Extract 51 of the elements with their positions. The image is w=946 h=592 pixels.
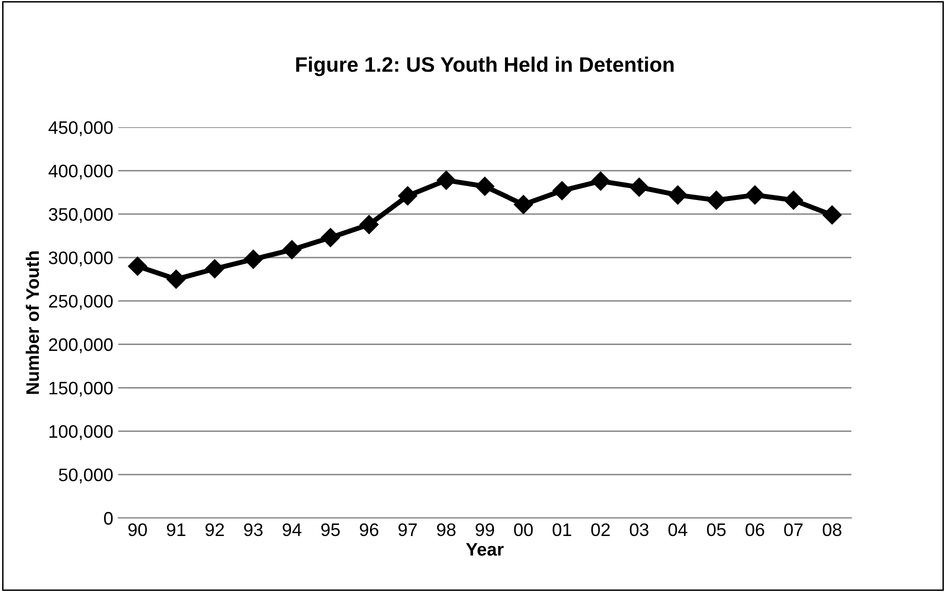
point (205, 259, 224, 278)
x-tick-label: 98 (437, 523, 456, 536)
x-tick-label: 07 (784, 523, 803, 536)
point (706, 190, 726, 210)
y-tick-label: 450,000 (48, 121, 113, 136)
y-tick-label: 100,000 (50, 425, 113, 440)
x-tick-label: 97 (398, 523, 417, 536)
y-tick-label: 300,000 (48, 251, 113, 266)
point (320, 228, 340, 248)
x-tick-label: 92 (206, 523, 224, 536)
y-tick-label: 50,000 (58, 468, 113, 484)
x-tick-label: 04 (668, 523, 688, 536)
x-tick-label: 08 (822, 523, 842, 536)
point (360, 214, 379, 234)
x-tick-label: 00 (514, 523, 533, 536)
point (166, 270, 186, 289)
point (436, 170, 456, 190)
y-tick-label: 0 (104, 512, 113, 525)
x-tick-label: 90 (128, 523, 147, 536)
point (282, 240, 302, 260)
y-tick-label: 200,000 (49, 338, 113, 354)
y-tick-label: 150,000 (50, 382, 113, 397)
x-tick-label: 06 (746, 523, 764, 536)
x-tick-label: 91 (166, 523, 186, 536)
x-tick-label: 05 (707, 523, 726, 536)
y-axis-title: Number of Youth (26, 251, 40, 394)
point (244, 250, 263, 269)
x-tick-label: 93 (244, 523, 263, 536)
x-tick-label: 01 (552, 523, 572, 536)
point (128, 256, 148, 276)
point (514, 195, 533, 214)
chart-title: Figure 1.2: US Youth Held in Detention (296, 56, 674, 76)
x-tick-label: 02 (591, 523, 610, 536)
x-tick-label: 03 (630, 523, 648, 536)
y-tick-label: 350,000 (48, 208, 113, 223)
x-tick-label: 95 (321, 523, 340, 536)
y-tick-label: 250,000 (49, 294, 113, 310)
x-tick-label: 99 (476, 523, 494, 536)
x-axis-title: Year (466, 543, 504, 556)
point (398, 186, 418, 206)
x-tick-label: 94 (282, 523, 302, 536)
point (822, 205, 842, 225)
point (630, 178, 649, 197)
point (784, 190, 804, 210)
point (745, 185, 764, 205)
point (552, 181, 572, 200)
point (591, 172, 610, 191)
point (668, 185, 688, 205)
y-tick-label: 400,000 (48, 164, 113, 180)
x-tick-label: 96 (360, 523, 378, 536)
point (475, 176, 494, 196)
